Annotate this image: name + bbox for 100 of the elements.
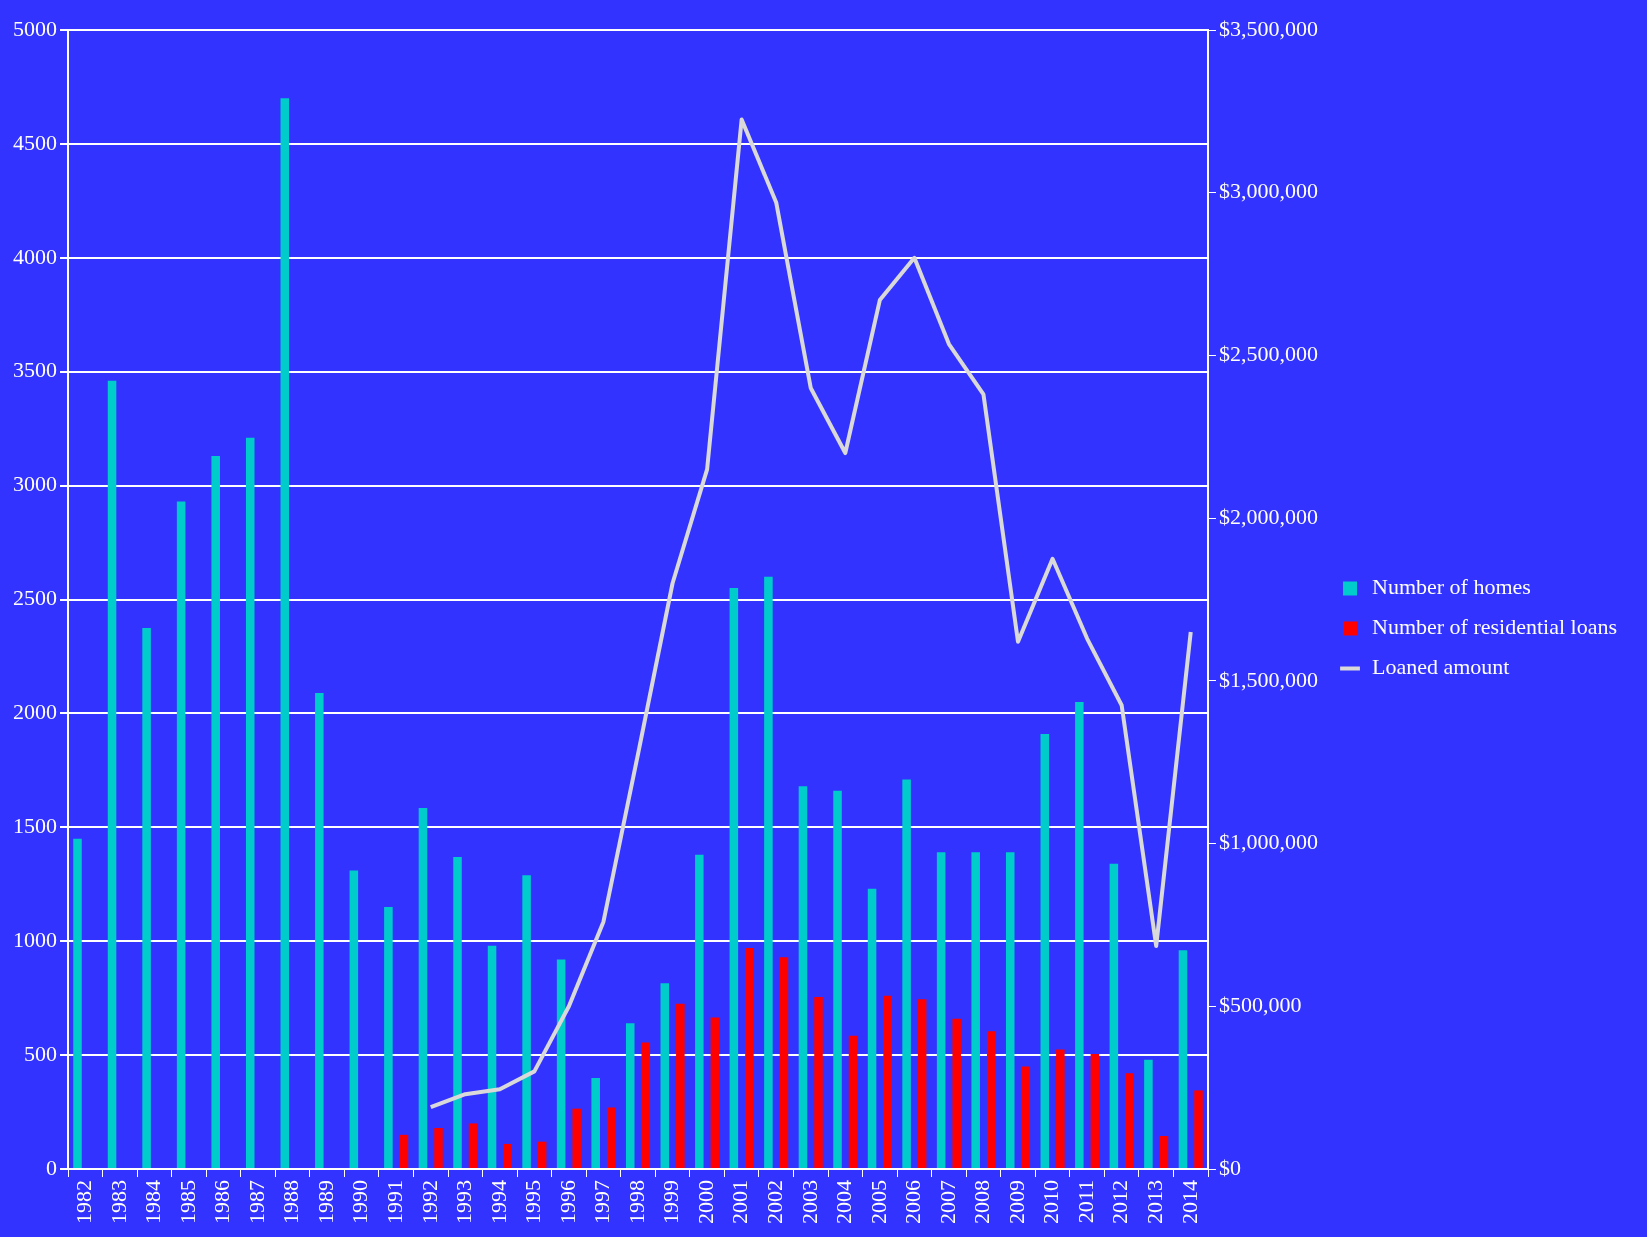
x-tick-label: 1987 [243, 1180, 269, 1224]
bar [245, 437, 255, 1168]
bar [1109, 863, 1119, 1168]
bar [1194, 1090, 1203, 1168]
bar [176, 501, 186, 1168]
bar [971, 852, 980, 1168]
y-tick-label: 1500 [13, 813, 57, 839]
x-tick-label: 1993 [451, 1180, 477, 1224]
x-tick-label: 2012 [1107, 1180, 1133, 1224]
y-tick-label: 3500 [13, 357, 57, 383]
x-tick-label: 1990 [347, 1180, 373, 1224]
bar [503, 1143, 512, 1168]
bar [1090, 1053, 1100, 1168]
x-tick-label: 2001 [727, 1180, 753, 1224]
bar [73, 838, 82, 1168]
bar [814, 997, 823, 1168]
bar [107, 380, 117, 1168]
x-tick-label: 2000 [692, 1180, 718, 1224]
bar [418, 807, 428, 1168]
bar [695, 854, 704, 1168]
bar [1056, 1049, 1065, 1168]
x-tick-label: 2006 [900, 1180, 926, 1224]
x-tick-label: 1983 [105, 1180, 131, 1224]
y2-tick-label: $0 [1219, 1154, 1242, 1180]
bar [280, 98, 290, 1168]
bar [917, 999, 927, 1168]
y2-tick-label: $2,500,000 [1219, 341, 1319, 367]
y-tick-label: 4500 [13, 129, 57, 155]
bar [986, 1031, 996, 1168]
bar [572, 1108, 581, 1168]
x-tick-label: 1995 [520, 1180, 546, 1224]
bar [625, 1023, 635, 1168]
x-tick-label: 2004 [831, 1180, 857, 1224]
bar [764, 576, 773, 1168]
x-tick-label: 1982 [71, 1180, 97, 1224]
x-tick-label: 1992 [416, 1180, 442, 1224]
bar [902, 779, 911, 1168]
x-tick-label: 2002 [761, 1180, 787, 1224]
x-tick-label: 1997 [589, 1180, 615, 1224]
bar [211, 455, 220, 1168]
y-tick-label: 2500 [13, 585, 57, 611]
y-tick-label: 5000 [13, 15, 57, 41]
legend-label: Number of residential loans [1372, 614, 1618, 640]
bar [556, 959, 566, 1168]
x-tick-label: 2007 [934, 1180, 960, 1224]
bar [848, 1035, 858, 1168]
bar [315, 692, 324, 1168]
bar [142, 627, 151, 1168]
y2-tick-label: $500,000 [1219, 992, 1302, 1018]
x-tick-label: 2009 [1003, 1180, 1029, 1224]
legend-label: Loaned amount [1372, 654, 1510, 680]
bar [641, 1042, 651, 1168]
bar [434, 1128, 443, 1168]
bar [1040, 733, 1050, 1168]
x-tick-label: 1984 [140, 1180, 166, 1224]
bar [1075, 702, 1084, 1168]
y2-tick-label: $1,000,000 [1219, 829, 1319, 855]
x-tick-label: 1998 [623, 1180, 649, 1224]
x-tick-label: 2003 [796, 1180, 822, 1224]
x-tick-label: 2014 [1176, 1180, 1202, 1224]
bar [349, 870, 359, 1168]
bar [453, 856, 462, 1168]
y-tick-label: 3000 [13, 471, 57, 497]
bar [1159, 1135, 1169, 1168]
x-tick-label: 2010 [1038, 1180, 1064, 1224]
bar [833, 790, 842, 1168]
x-tick-label: 2008 [969, 1180, 995, 1224]
bar [487, 945, 497, 1168]
bar [1178, 950, 1188, 1168]
bar [384, 907, 393, 1168]
x-tick-label: 1994 [485, 1180, 511, 1224]
bar [399, 1134, 409, 1168]
x-tick-label: 1996 [554, 1180, 580, 1224]
bar [936, 852, 946, 1168]
bar [867, 888, 877, 1168]
y-tick-label: 4000 [13, 243, 57, 269]
x-tick-label: 1988 [278, 1180, 304, 1224]
bar [468, 1123, 478, 1168]
y2-tick-label: $3,000,000 [1219, 178, 1319, 204]
y2-tick-label: $2,000,000 [1219, 503, 1319, 529]
bar [883, 995, 892, 1168]
x-tick-label: 2005 [865, 1180, 891, 1224]
y2-tick-label: $1,500,000 [1219, 666, 1319, 692]
x-tick-label: 2011 [1072, 1180, 1098, 1224]
x-tick-label: 1989 [312, 1180, 338, 1224]
bar [1005, 852, 1015, 1168]
bar [1125, 1073, 1134, 1168]
bar [710, 1017, 720, 1168]
legend-label: Number of homes [1372, 574, 1531, 600]
x-tick-label: 2013 [1141, 1180, 1167, 1224]
bar [1021, 1066, 1031, 1168]
y2-tick-label: $3,500,000 [1219, 15, 1319, 41]
y-tick-label: 0 [46, 1154, 57, 1180]
x-tick-label: 1986 [209, 1180, 235, 1224]
bar [745, 948, 754, 1168]
y-tick-label: 2000 [13, 699, 57, 725]
bar [522, 875, 531, 1168]
bar [676, 1003, 685, 1168]
bar [537, 1141, 547, 1168]
y-tick-label: 1000 [13, 926, 57, 952]
